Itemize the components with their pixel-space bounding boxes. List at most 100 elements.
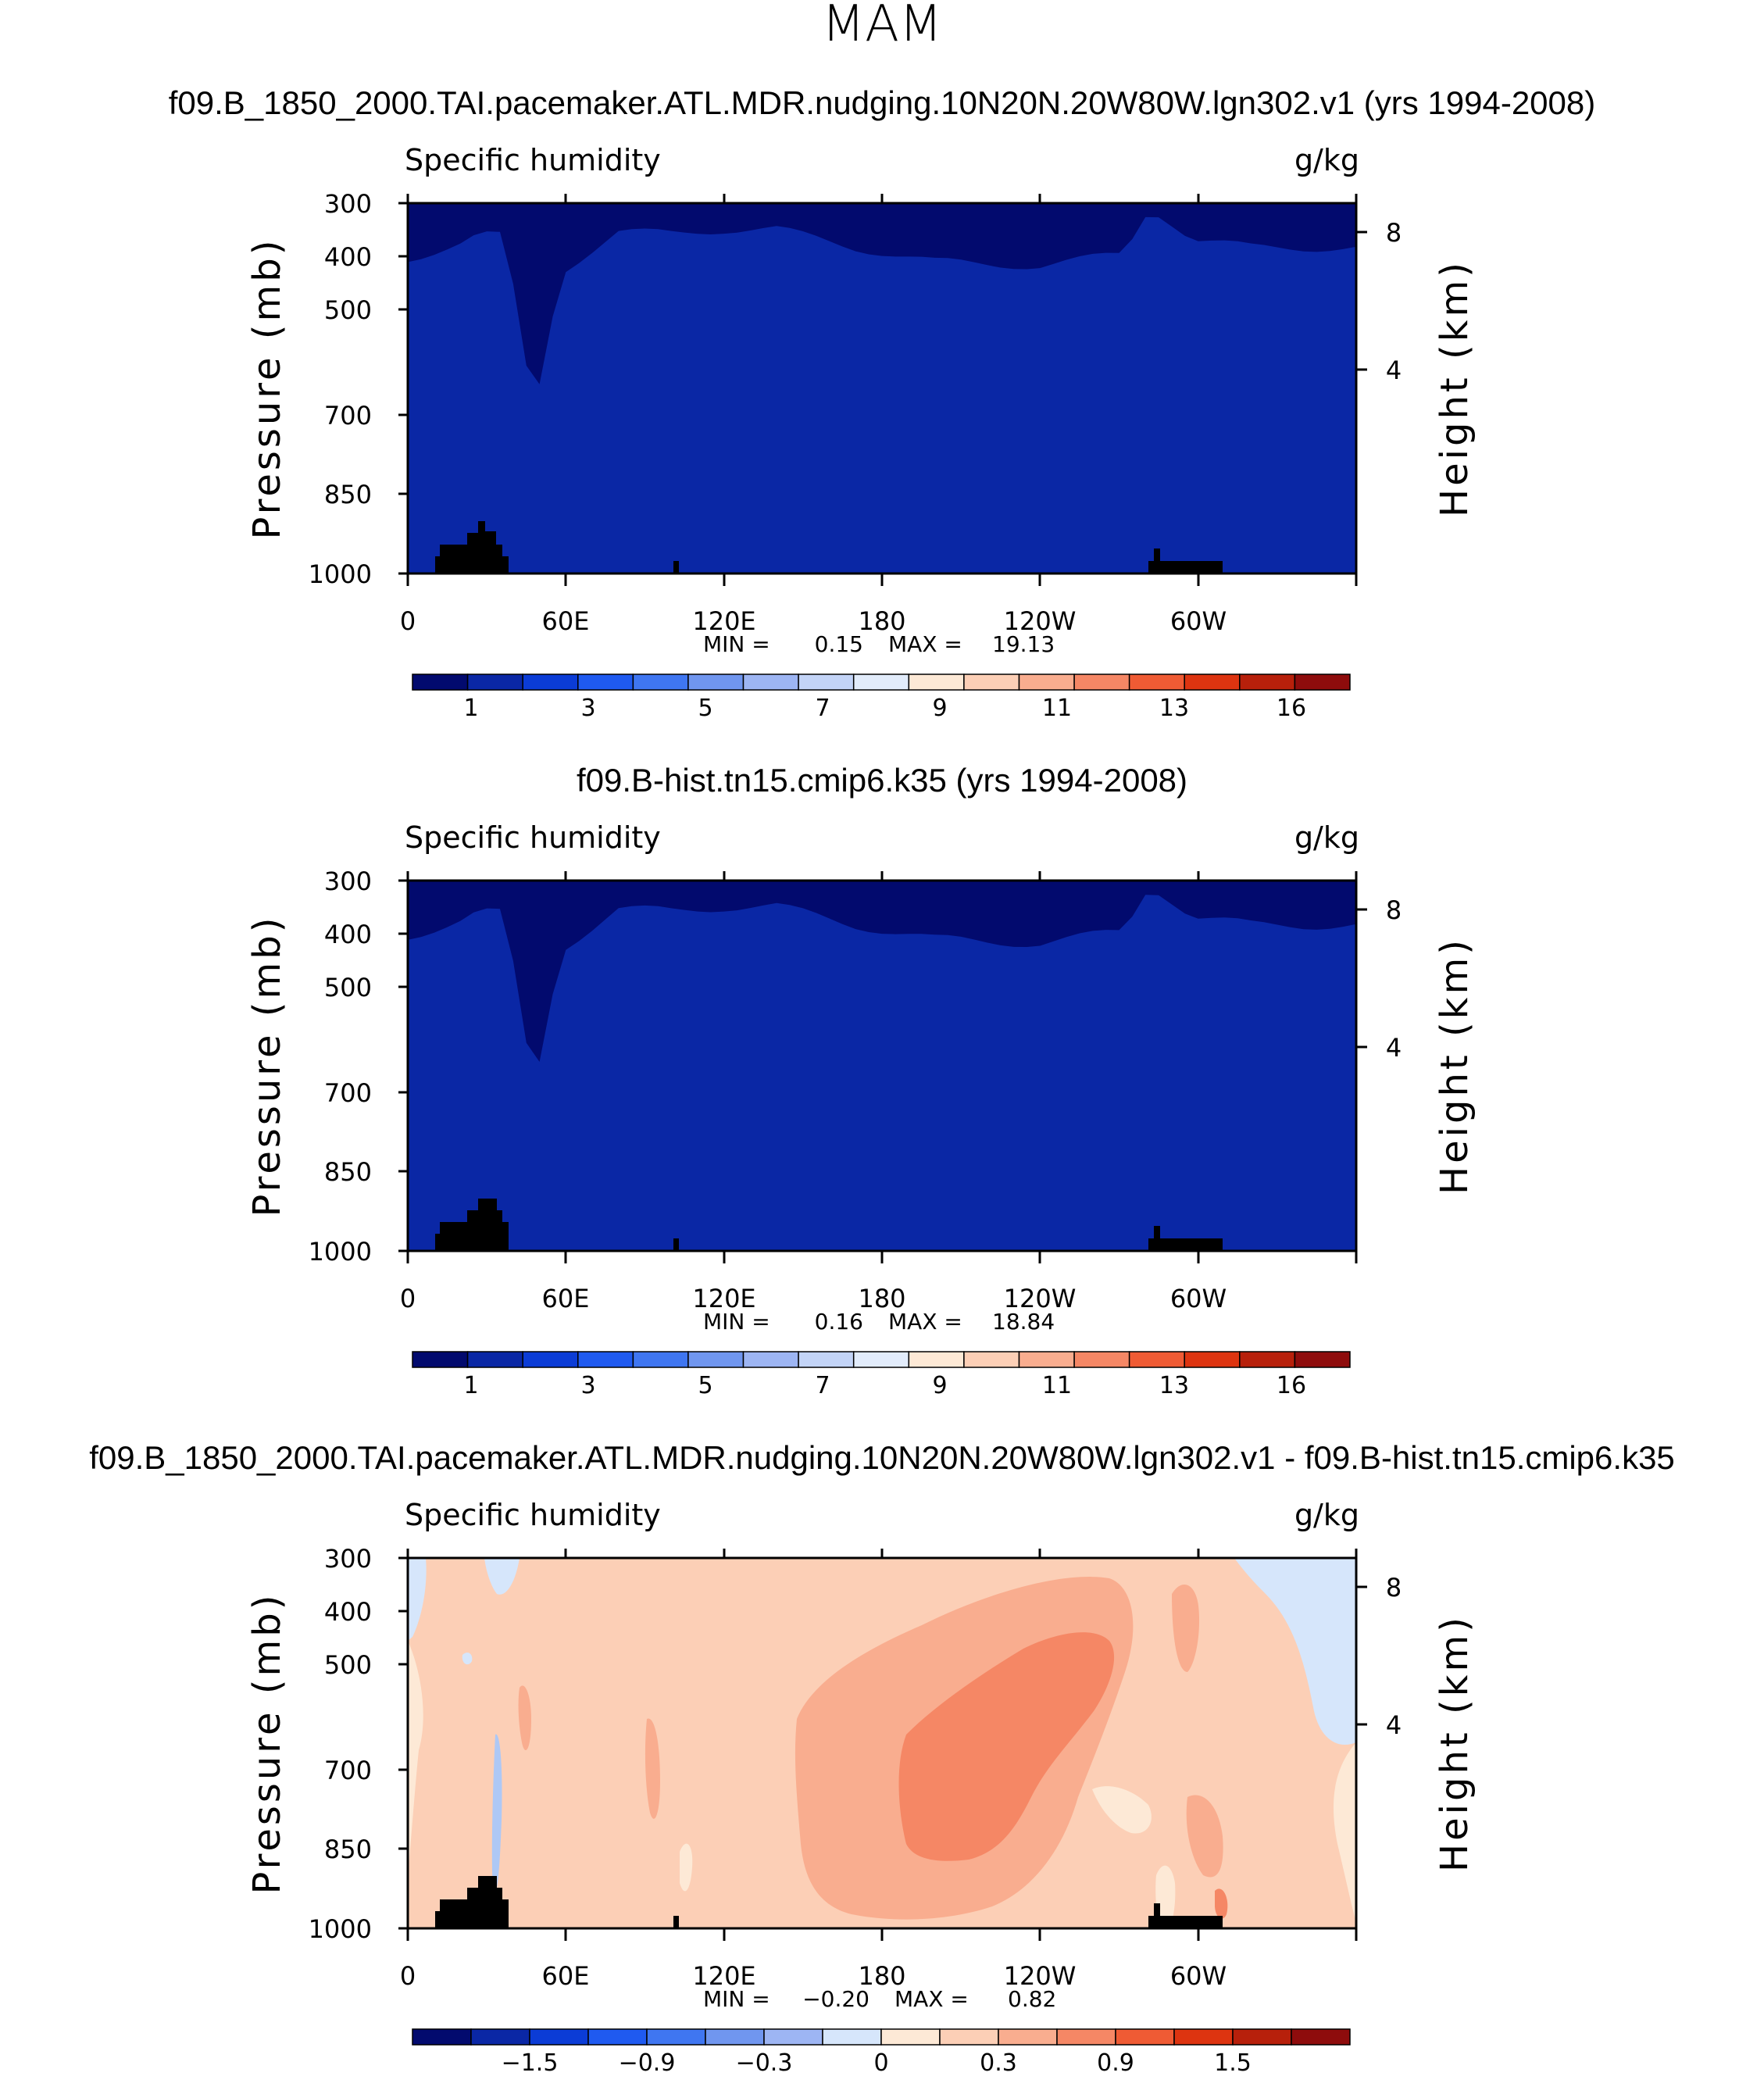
colorbar-swatch xyxy=(412,2028,472,2046)
panel-2: f09.B_1850_2000.TAI.pacemaker.ATL.MDR.nu… xyxy=(89,1439,1675,2076)
colorbar-swatch xyxy=(908,674,965,691)
colorbar-label: 16 xyxy=(1277,1372,1306,1399)
positive-anomaly-region xyxy=(645,1718,660,1819)
near-zero-region xyxy=(1155,1865,1176,1928)
colorbar-label: 11 xyxy=(1042,1372,1072,1399)
panel-title: f09.B_1850_2000.TAI.pacemaker.ATL.MDR.nu… xyxy=(169,84,1596,121)
ytick-label: 400 xyxy=(324,1597,372,1627)
colorbar-labels: 1 3 5 7 9 11 13 16 xyxy=(463,695,1306,722)
negative-anomaly-region xyxy=(491,1734,502,1899)
xtick-label: 60W xyxy=(1170,1961,1227,1991)
ytick-label: 700 xyxy=(324,1756,372,1785)
colorbar-swatch xyxy=(1073,674,1130,691)
ytick-label: 700 xyxy=(324,401,372,431)
contour-field xyxy=(408,1558,1356,1928)
colorbar-swatch xyxy=(1291,2028,1351,2046)
xtick-label: 120E xyxy=(692,1284,755,1313)
colorbar-swatch xyxy=(632,674,689,691)
colorbar-swatch xyxy=(1018,674,1075,691)
y2tick-label: 4 xyxy=(1386,1710,1402,1740)
colorbar-swatch xyxy=(798,1351,855,1368)
ytick-label: 1000 xyxy=(309,559,372,589)
colorbar-swatch xyxy=(1184,674,1241,691)
colorbar-swatch xyxy=(522,674,579,691)
colorbar xyxy=(412,2028,1351,2046)
colorbar-labels: 1 3 5 7 9 11 13 16 xyxy=(463,1372,1306,1399)
colorbar-swatch xyxy=(1073,1351,1130,1368)
panel-title: f09.B_1850_2000.TAI.pacemaker.ATL.MDR.nu… xyxy=(89,1439,1675,1476)
colorbar-swatch xyxy=(908,1351,965,1368)
field-label: Specific humidity xyxy=(405,143,661,177)
colorbar-label: 0 xyxy=(873,2049,888,2076)
colorbar-label: 5 xyxy=(698,1372,712,1399)
negative-anomaly-region xyxy=(408,1558,427,1641)
colorbar-label: 11 xyxy=(1042,695,1072,722)
colorbar-swatch xyxy=(466,1351,523,1368)
colorbar-label: 13 xyxy=(1159,1372,1189,1399)
y2-axis-title: Height (km) xyxy=(1433,1614,1477,1872)
max-value: 18.84 xyxy=(992,1309,1055,1335)
ytick-label: 700 xyxy=(324,1078,372,1108)
ytick-label: 1000 xyxy=(309,1237,372,1267)
colorbar-swatch xyxy=(632,1351,689,1368)
colorbar-label: 16 xyxy=(1277,695,1306,722)
y2-axis-title: Height (km) xyxy=(1433,937,1477,1195)
colorbar-swatch xyxy=(763,2028,823,2046)
xtick-label: 120W xyxy=(1004,606,1077,636)
ytick-label: 400 xyxy=(324,242,372,272)
y-axis-title: Pressure (mb) xyxy=(245,1592,289,1895)
y-axis-right: 8 4 Height (km) xyxy=(1356,1573,1477,1872)
negative-anomaly-region xyxy=(462,1653,473,1665)
field-label: Specific humidity xyxy=(405,820,661,855)
colorbar-swatch xyxy=(412,1351,469,1368)
xtick-label: 120W xyxy=(1004,1961,1077,1991)
colorbar-label: 13 xyxy=(1159,695,1189,722)
colorbar-swatch xyxy=(798,674,855,691)
ytick-label: 1000 xyxy=(309,1914,372,1944)
colorbar-swatch xyxy=(1294,1351,1351,1368)
xtick-label: 180 xyxy=(858,1961,905,1991)
y-axis-left: 300 400 500 700 850 1000 Pressure (mb) xyxy=(245,1544,408,1944)
units-label: g/kg xyxy=(1294,143,1359,177)
y-axis-title: Pressure (mb) xyxy=(245,915,289,1217)
panel-title: f09.B-hist.tn15.cmip6.k35 (yrs 1994-2008… xyxy=(577,762,1187,799)
colorbar-swatch xyxy=(1018,1351,1075,1368)
y-axis-title: Pressure (mb) xyxy=(245,238,289,540)
colorbar-labels: −1.5 −0.9 −0.3 0 0.3 0.9 1.5 xyxy=(502,2049,1252,2076)
colorbar-swatch xyxy=(587,2028,648,2046)
y2tick-label: 4 xyxy=(1386,356,1402,385)
xtick-label: 180 xyxy=(858,1284,905,1313)
colorbar-label: 7 xyxy=(815,695,830,722)
y2tick-label: 8 xyxy=(1386,895,1402,925)
colorbar-swatch xyxy=(1239,1351,1296,1368)
near-zero-region xyxy=(680,1843,693,1892)
units-label: g/kg xyxy=(1294,820,1359,855)
min-label: MIN = xyxy=(703,1986,770,2012)
xtick-label: 0 xyxy=(400,1961,416,1991)
colorbar-swatch xyxy=(466,674,523,691)
y-axis-right: 8 4 Height (km) xyxy=(1356,218,1477,517)
humidity-band xyxy=(408,216,1356,573)
colorbar-label: 0.9 xyxy=(1097,2049,1134,2076)
ytick-label: 500 xyxy=(324,973,372,1002)
colorbar-label: 9 xyxy=(932,695,947,722)
min-label: MIN = xyxy=(703,1309,770,1335)
colorbar-swatch xyxy=(577,674,634,691)
xtick-label: 120W xyxy=(1004,1284,1077,1313)
colorbar-label: −1.5 xyxy=(502,2049,559,2076)
near-zero-region xyxy=(1092,1786,1152,1834)
xtick-label: 60E xyxy=(542,1284,590,1313)
x-axis: 0 60E 120E 180 120W 60W xyxy=(400,871,1358,1313)
y2tick-label: 8 xyxy=(1386,1573,1402,1603)
ytick-label: 850 xyxy=(324,1835,372,1864)
negative-anomaly-region xyxy=(1234,1558,1356,1745)
x-axis: 0 60E 120E 180 120W 60W xyxy=(400,1549,1358,1991)
colorbar-swatch xyxy=(963,1351,1020,1368)
xtick-label: 0 xyxy=(400,1284,416,1313)
positive-anomaly-region xyxy=(1186,1795,1223,1878)
min-value: 0.16 xyxy=(815,1309,863,1335)
colorbar-label: 0.3 xyxy=(980,2049,1017,2076)
colorbar-swatch xyxy=(963,674,1020,691)
colorbar-swatch xyxy=(470,2028,530,2046)
